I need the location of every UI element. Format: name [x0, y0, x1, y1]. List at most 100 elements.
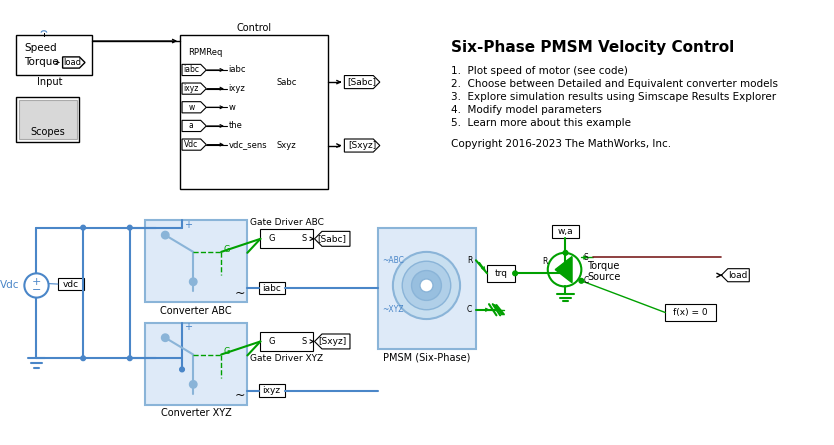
Polygon shape — [344, 139, 379, 152]
Polygon shape — [182, 101, 206, 113]
Text: [Sxyz]: [Sxyz] — [318, 337, 346, 346]
Text: S: S — [302, 235, 307, 243]
Text: ixyz: ixyz — [263, 386, 281, 396]
Polygon shape — [63, 57, 85, 68]
Text: S: S — [583, 253, 588, 262]
Bar — [260, 332, 313, 351]
Text: Six-Phase PMSM Velocity Control: Six-Phase PMSM Velocity Control — [450, 40, 734, 55]
Text: R: R — [542, 257, 548, 266]
Text: load: load — [63, 58, 81, 67]
Text: f(x) = 0: f(x) = 0 — [673, 308, 708, 317]
Text: Vdc: Vdc — [0, 280, 20, 291]
Text: a: a — [189, 121, 193, 130]
Polygon shape — [182, 139, 206, 150]
Text: w,a: w,a — [558, 227, 573, 236]
Polygon shape — [182, 83, 206, 94]
Circle shape — [579, 279, 584, 283]
Text: ~XYZ: ~XYZ — [382, 305, 403, 314]
Text: iabc: iabc — [262, 284, 281, 293]
Circle shape — [162, 334, 169, 341]
Text: ixyz: ixyz — [229, 84, 245, 93]
Polygon shape — [344, 76, 379, 89]
Text: PMSM (Six-Phase): PMSM (Six-Phase) — [383, 352, 470, 362]
Circle shape — [128, 356, 132, 360]
Text: Control: Control — [236, 23, 271, 33]
Bar — [260, 230, 313, 248]
Text: iabc: iabc — [229, 65, 246, 74]
Polygon shape — [555, 257, 572, 283]
Text: Torque: Torque — [587, 261, 620, 271]
Text: w: w — [188, 103, 194, 112]
Text: G: G — [223, 347, 229, 356]
Bar — [552, 225, 579, 238]
Text: vdc: vdc — [63, 279, 79, 288]
Circle shape — [402, 261, 450, 310]
Polygon shape — [182, 120, 206, 132]
Circle shape — [189, 380, 197, 388]
Text: Input: Input — [37, 77, 63, 87]
Circle shape — [81, 225, 85, 230]
Text: Copyright 2016-2023 The MathWorks, Inc.: Copyright 2016-2023 The MathWorks, Inc. — [450, 139, 671, 149]
Text: Source: Source — [587, 272, 620, 282]
Text: Torque: Torque — [24, 57, 58, 67]
Text: 5.  Learn more about this example: 5. Learn more about this example — [450, 118, 631, 128]
Bar — [378, 228, 476, 349]
Text: Converter ABC: Converter ABC — [160, 306, 232, 316]
Bar — [58, 278, 84, 290]
Bar — [16, 36, 93, 75]
Text: load: load — [728, 271, 748, 280]
Text: [Sxyz]: [Sxyz] — [348, 141, 376, 150]
Text: Sabc: Sabc — [276, 77, 297, 87]
Circle shape — [81, 356, 85, 360]
Text: Gate Driver XYZ: Gate Driver XYZ — [250, 354, 323, 363]
Text: −: − — [32, 285, 41, 295]
Bar — [258, 37, 326, 187]
Circle shape — [189, 278, 197, 286]
Polygon shape — [721, 269, 749, 282]
Bar — [145, 220, 248, 302]
Circle shape — [24, 273, 48, 298]
Text: +: + — [184, 323, 192, 332]
Bar — [666, 304, 716, 321]
Bar — [259, 384, 284, 396]
Text: RPMReq: RPMReq — [188, 48, 222, 57]
Bar — [180, 36, 328, 190]
Circle shape — [548, 253, 581, 287]
Text: Vdc: Vdc — [184, 140, 198, 149]
Text: ~: ~ — [234, 389, 245, 402]
Text: +: + — [32, 277, 41, 287]
Text: the: the — [229, 121, 243, 130]
Text: 3.  Explore simulation results using Simscape Results Explorer: 3. Explore simulation results using Sims… — [450, 92, 776, 102]
Circle shape — [393, 252, 460, 319]
Text: iabc: iabc — [183, 65, 199, 74]
Bar — [145, 323, 248, 405]
Polygon shape — [314, 231, 350, 246]
Text: S: S — [302, 337, 307, 346]
Bar — [259, 282, 284, 294]
Text: +: + — [184, 220, 192, 230]
Text: vdc_sens: vdc_sens — [229, 140, 268, 149]
Circle shape — [411, 271, 441, 300]
Text: G: G — [269, 337, 275, 346]
Circle shape — [162, 231, 169, 239]
Circle shape — [179, 367, 184, 372]
Text: R: R — [467, 256, 472, 265]
Circle shape — [563, 251, 568, 255]
Circle shape — [128, 225, 132, 230]
Text: trq: trq — [495, 269, 508, 278]
Text: w: w — [229, 103, 235, 112]
Text: Gate Driver ABC: Gate Driver ABC — [249, 218, 324, 227]
Text: Speed: Speed — [25, 43, 58, 53]
Text: ~: ~ — [234, 287, 245, 299]
Text: C: C — [583, 276, 589, 285]
Text: [Sabc]: [Sabc] — [318, 235, 347, 243]
Circle shape — [420, 279, 433, 292]
Polygon shape — [314, 334, 350, 349]
Text: 1.  Plot speed of motor (see code): 1. Plot speed of motor (see code) — [450, 66, 628, 76]
Text: ~ABC: ~ABC — [382, 256, 404, 265]
Circle shape — [513, 271, 517, 276]
Text: G: G — [223, 245, 229, 254]
Text: 2.  Choose between Detailed and Equivalent converter models: 2. Choose between Detailed and Equivalen… — [450, 79, 778, 89]
Text: Scopes: Scopes — [30, 127, 65, 138]
Text: ixyz: ixyz — [183, 84, 199, 93]
